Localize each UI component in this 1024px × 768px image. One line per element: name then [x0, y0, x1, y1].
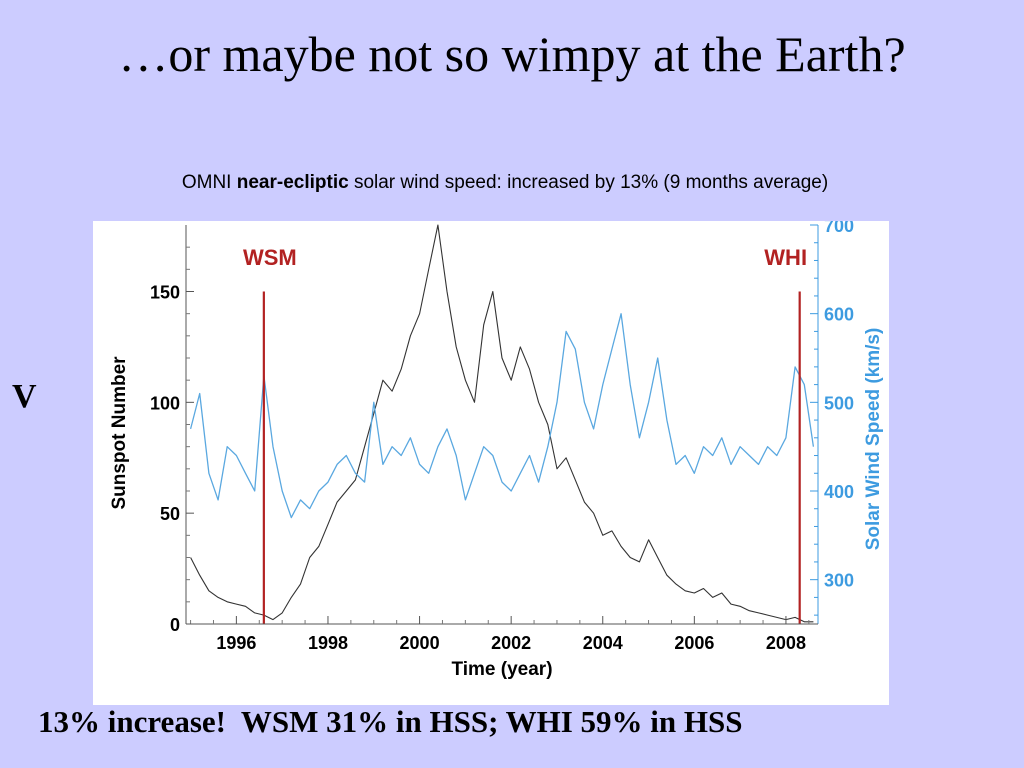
x-tick-label: 1996	[216, 633, 256, 653]
axes: 1996 1998 2000 2002 2004 2006 2008 0 50 100 150 300…	[150, 221, 854, 653]
y-right-tick-label: 700	[824, 221, 854, 236]
subtitle-bold: near-ecliptic	[236, 172, 349, 193]
x-tick-label: 2006	[674, 633, 714, 653]
y-left-tick-label: 150	[150, 283, 180, 303]
x-axis-label: Time (year)	[451, 659, 552, 680]
wind-series-line	[189, 313, 815, 519]
x-tick-label: 2000	[400, 633, 440, 653]
subtitle-prefix: OMNI	[181, 172, 237, 193]
y-axis-left-label: Sunspot Number	[109, 356, 130, 510]
y-left-tick-label: 0	[170, 615, 180, 635]
subtitle-suffix: solar wind speed: increased by 13% (9 mo…	[348, 172, 829, 193]
chart-panel: WSM WHI 1996 1998 2000 2002 2004 2006 2008 0 50 10…	[93, 221, 889, 705]
slide-title: …or maybe not so wimpy at the Earth?	[118, 26, 906, 82]
y-right-tick-label: 300	[824, 571, 854, 591]
side-label: V	[12, 378, 37, 415]
slide-subtitle: OMNI near-ecliptic solar wind speed: inc…	[0, 172, 1010, 194]
y-right-tick-label: 500	[824, 393, 854, 413]
slide-footer: 13% increase! WSM 31% in HSS; WHI 59% in…	[38, 704, 743, 739]
x-tick-label: 1998	[308, 633, 348, 653]
marker-label-wsm: WSM	[243, 245, 297, 270]
marker-label-whi: WHI	[764, 245, 807, 270]
x-tick-label: 2004	[583, 633, 623, 653]
y-left-tick-label: 50	[160, 504, 180, 524]
y-left-tick-label: 100	[150, 393, 180, 413]
y-right-tick-label: 400	[824, 482, 854, 502]
chart-labels: Time (year) Sunspot Number Solar Wind Sp…	[109, 328, 884, 680]
y-axis-right-label: Solar Wind Speed (km/s)	[863, 328, 884, 551]
sunspot-series-line	[190, 224, 814, 623]
x-tick-label: 2008	[766, 633, 806, 653]
y-right-tick-label: 600	[824, 305, 854, 325]
x-tick-label: 2002	[491, 633, 531, 653]
chart-svg: WSM WHI 1996 1998 2000 2002 2004 2006 2008 0 50 10…	[109, 221, 884, 680]
plot-area: WSM WHI	[189, 224, 815, 624]
